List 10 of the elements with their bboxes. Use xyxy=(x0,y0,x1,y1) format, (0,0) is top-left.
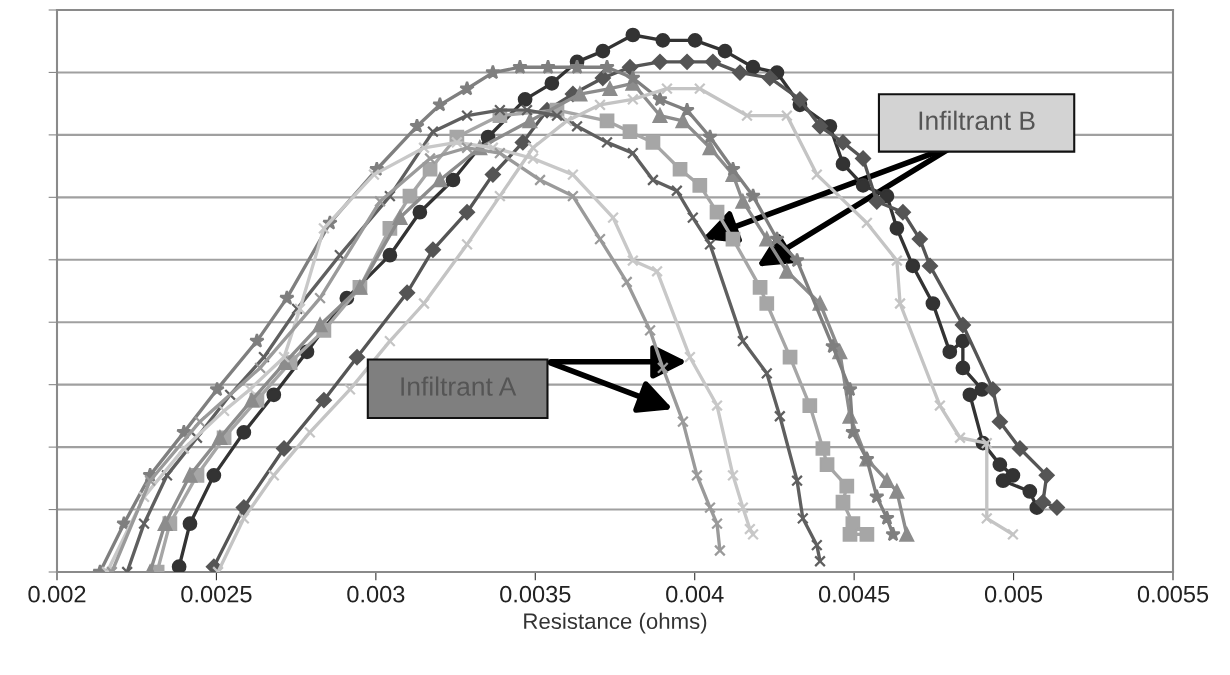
x-tick-label: 0.0035 xyxy=(500,585,571,603)
x-tick-label: 0.0045 xyxy=(818,585,890,603)
x-tick-label: 0.002 xyxy=(28,585,86,603)
x-tick-label: 0.0025 xyxy=(181,585,252,603)
x-tick-label: 0.0055 xyxy=(1137,585,1209,603)
x-axis-title: Resistance (ohms) xyxy=(524,612,707,634)
x-tick-label: 0.004 xyxy=(666,585,724,603)
annotation: Infiltrant B xyxy=(919,110,1035,131)
x-tick-label: 0.003 xyxy=(347,585,405,603)
x-tick-label: 0.005 xyxy=(984,585,1043,603)
